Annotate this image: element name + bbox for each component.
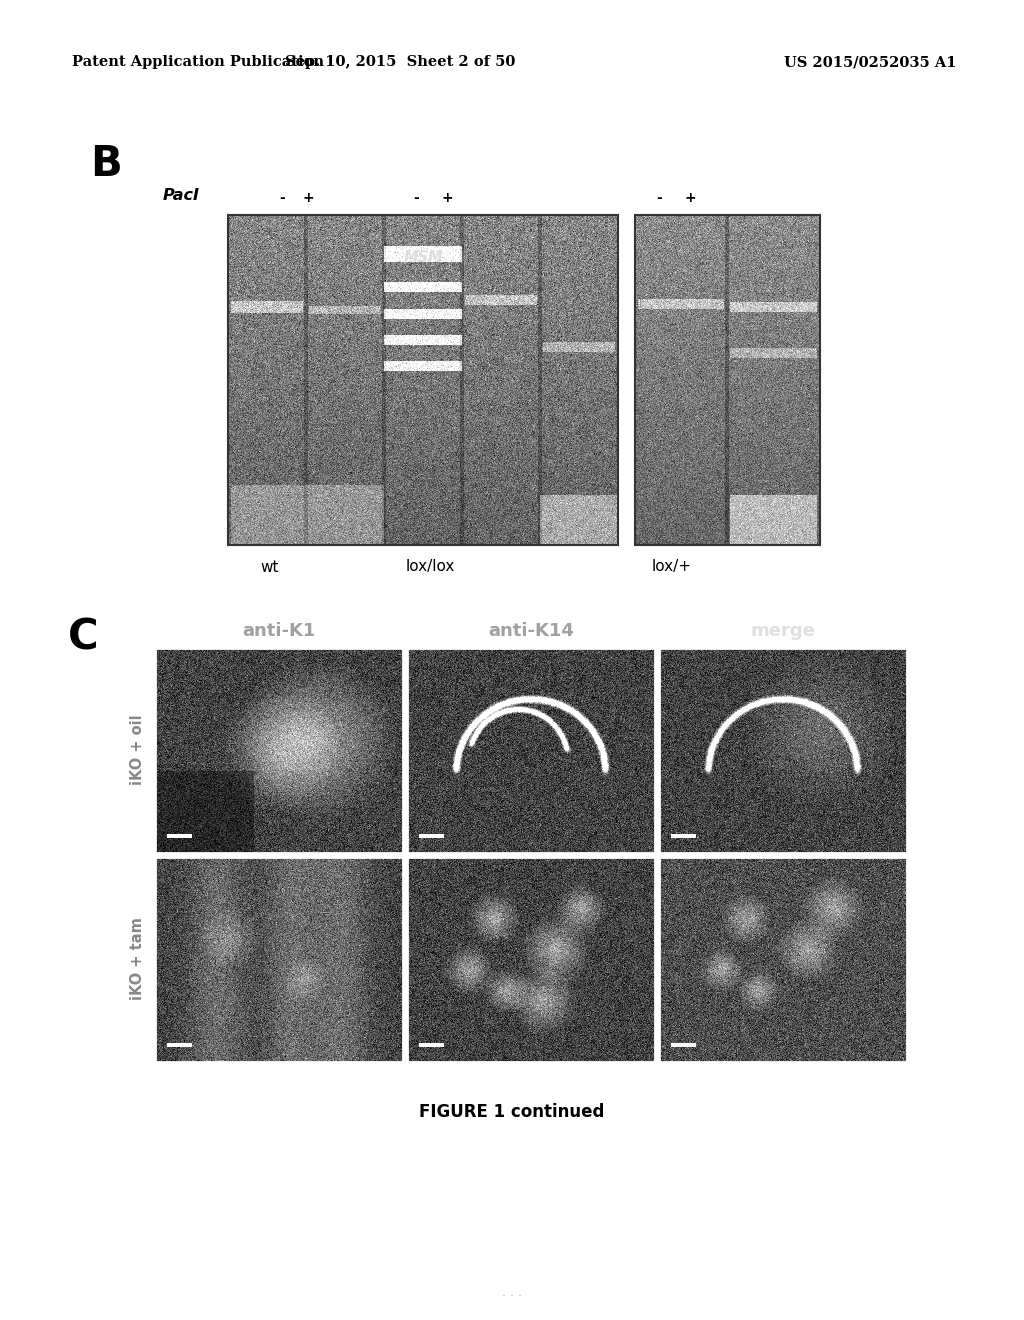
Text: MSM: MSM [403, 249, 442, 264]
Bar [407, 857, 655, 1063]
Text: +: + [684, 191, 696, 205]
Bar [659, 857, 907, 1063]
Bar [659, 648, 907, 853]
Text: iKO + oil: iKO + oil [129, 714, 144, 785]
Text: US 2015/0252035 A1: US 2015/0252035 A1 [783, 55, 956, 69]
Text: -: - [280, 191, 285, 205]
Bar [419, 834, 444, 838]
Bar [155, 857, 403, 1063]
Text: iKO + tam: iKO + tam [129, 917, 144, 1001]
Text: -: - [413, 191, 419, 205]
Text: lox/lox: lox/lox [406, 560, 455, 574]
Text: wt: wt [261, 560, 280, 574]
Bar [155, 648, 403, 853]
Text: +: + [441, 191, 453, 205]
Text: merge: merge [751, 622, 815, 640]
Bar [167, 834, 193, 838]
Bar [228, 215, 618, 545]
Text: FIGURE 1 continued: FIGURE 1 continued [419, 1104, 605, 1121]
Bar [167, 1043, 193, 1047]
Bar [671, 834, 696, 838]
Text: lox/+: lox/+ [652, 560, 692, 574]
Bar [671, 1043, 696, 1047]
Text: C: C [68, 616, 98, 657]
Text: . . .: . . . [502, 1286, 522, 1299]
Text: anti-K1: anti-K1 [243, 622, 315, 640]
Text: B: B [90, 143, 122, 185]
Bar [419, 1043, 444, 1047]
Bar [407, 648, 655, 853]
Text: Sep. 10, 2015  Sheet 2 of 50: Sep. 10, 2015 Sheet 2 of 50 [285, 55, 515, 69]
Text: anti-K14: anti-K14 [488, 622, 573, 640]
Text: Patent Application Publication: Patent Application Publication [72, 55, 324, 69]
Text: PacI: PacI [163, 189, 200, 203]
Text: -: - [656, 191, 662, 205]
Text: +: + [302, 191, 313, 205]
Bar [635, 215, 820, 545]
